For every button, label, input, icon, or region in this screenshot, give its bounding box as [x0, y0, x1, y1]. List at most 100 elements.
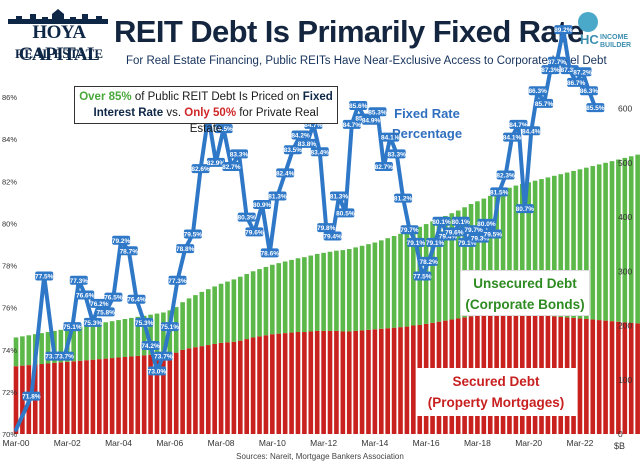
fixed-rate-point — [291, 130, 310, 140]
callout-text-c: for Private Real Estate — [189, 107, 319, 135]
unsecured-debt-bar — [20, 336, 25, 366]
fixed-rate-point — [362, 115, 381, 125]
unsecured-debt-bar — [257, 269, 262, 337]
fixed-rate-data-label: 83.4% — [311, 149, 330, 156]
fixed-rate-point — [451, 216, 470, 226]
x-axis-tick-label: Mar-12 — [310, 438, 337, 448]
unsecured-debt-bar — [443, 215, 448, 321]
fixed-rate-point — [63, 322, 82, 332]
fixed-rate-data-label: 76.5% — [104, 295, 123, 302]
fixed-rate-data-label: 82.6% — [191, 166, 210, 173]
fixed-rate-data-label: 79.1% — [426, 240, 445, 247]
fixed-rate-data-label: 84.4% — [522, 128, 541, 135]
unsecured-debt-bar — [462, 207, 467, 318]
unsecured-debt-bar — [603, 162, 608, 321]
secured-debt-bar — [20, 365, 25, 434]
right-axis-tick-label: 600 — [618, 104, 632, 114]
fixed-rate-point — [214, 124, 233, 134]
left-axis-tick-label: 78% — [2, 262, 17, 271]
secured-debt-bar — [584, 319, 589, 434]
hc-letters: HC — [580, 32, 599, 47]
secured-debt-bar — [173, 352, 179, 434]
unsecured-debt-bar — [366, 244, 371, 330]
fixed-rate-point — [154, 351, 173, 361]
unsecured-debt-bar — [552, 175, 557, 317]
unsecured-debt-bar — [270, 264, 275, 335]
fixed-rate-data-label: 76.2% — [90, 301, 109, 308]
secured-debt-bar — [334, 330, 339, 434]
x-axis-tick-label: Mar-04 — [105, 438, 132, 448]
fixed-rate-point — [426, 237, 445, 247]
secured-debt-bar — [616, 321, 621, 434]
fixed-rate-point — [230, 149, 249, 159]
secured-debt-bar — [635, 323, 640, 434]
fixed-rate-data-label: 85.7% — [535, 101, 554, 108]
fixed-rate-point — [22, 391, 41, 401]
secured-debt-bar — [64, 361, 70, 434]
unsecured-debt-bar — [391, 236, 397, 328]
fixed-rate-point — [147, 366, 166, 376]
unsecured-debt-bar — [244, 273, 250, 340]
secured-debt-bar — [308, 331, 314, 434]
unsecured-debt-bar — [359, 245, 365, 331]
fixed-rate-data-label: 81.3% — [330, 194, 349, 201]
fixed-rate-data-label: 75.1% — [63, 324, 82, 331]
unsecured-debt-bar — [628, 156, 634, 323]
fixed-rate-point — [483, 229, 502, 239]
fixed-rate-point — [522, 126, 541, 136]
right-axis-tick-label: 300 — [618, 266, 632, 276]
secured-debt-bar — [77, 360, 83, 434]
income-builder-logo: HC INCOME BUILDER — [578, 6, 636, 50]
fixed-rate-point — [400, 225, 419, 235]
unsecured-debt-bar — [13, 337, 19, 367]
x-axis-tick-label: Mar-22 — [566, 438, 593, 448]
fixed-rate-data-label: 79.2% — [112, 238, 131, 245]
unsecured-debt-bar — [385, 238, 391, 329]
fixed-rate-data-label: 79.8% — [317, 225, 336, 232]
fixed-rate-data-label: 78.6% — [261, 250, 280, 257]
secured-debt-bar — [13, 366, 19, 434]
right-axis-tick-label: 500 — [618, 158, 632, 168]
unsecured-debt-bar — [135, 316, 141, 356]
fixed-rate-data-label: 80.1% — [432, 219, 451, 226]
fixed-rate-point — [349, 100, 368, 110]
unsecured-debt-bar — [327, 251, 333, 331]
unsecured-debt-bar — [398, 233, 403, 328]
secured-debt-bar — [590, 319, 596, 434]
fixed-rate-point — [535, 98, 554, 108]
fixed-rate-data-label: 79.4% — [323, 234, 342, 241]
unsecured-debt-bar — [513, 185, 519, 314]
secured-debt-bar — [97, 359, 102, 434]
left-axis-tick-label: 72% — [2, 388, 17, 397]
unsecured-debt-bar — [282, 261, 288, 334]
fixed-rate-point — [336, 208, 355, 218]
x-axis-tick-label: Mar-18 — [464, 438, 491, 448]
fixed-rate-data-label: 80.3% — [237, 215, 256, 222]
unsecured-debt-bar — [122, 319, 128, 357]
left-axis-tick-label: 70% — [2, 430, 17, 439]
fixed-rate-point — [394, 193, 413, 203]
callout-text-a: of Public REIT Debt Is Priced on — [131, 91, 303, 103]
fixed-rate-data-label: 87.2% — [573, 69, 592, 76]
secured-debt-bar — [628, 322, 634, 434]
fixed-rate-point — [55, 351, 74, 361]
secured-debt-bar — [411, 325, 416, 434]
unsecured-debt-bar — [430, 221, 435, 323]
secured-debt-bar — [167, 353, 173, 434]
fixed-rate-point — [69, 275, 88, 285]
fixed-rate-point — [90, 298, 109, 308]
secured-debt-bar — [385, 328, 391, 434]
secured-debt-bar — [340, 331, 346, 434]
fixed-rate-label-line1: Fixed Rate — [394, 106, 460, 121]
fixed-rate-point — [237, 212, 256, 222]
unsecured-debt-bar — [71, 327, 76, 362]
fixed-rate-point — [432, 216, 451, 226]
unsecured-debt-bar — [500, 190, 506, 314]
hc-word-income: INCOME — [600, 34, 628, 41]
unsecured-debt-bar — [494, 193, 499, 315]
unsecured-debt-bar — [58, 329, 64, 363]
fixed-rate-point — [141, 341, 160, 351]
unsecured-debt-bar — [39, 333, 44, 365]
fixed-rate-point — [206, 157, 225, 167]
x-axis-tick-label: Mar-08 — [208, 438, 235, 448]
